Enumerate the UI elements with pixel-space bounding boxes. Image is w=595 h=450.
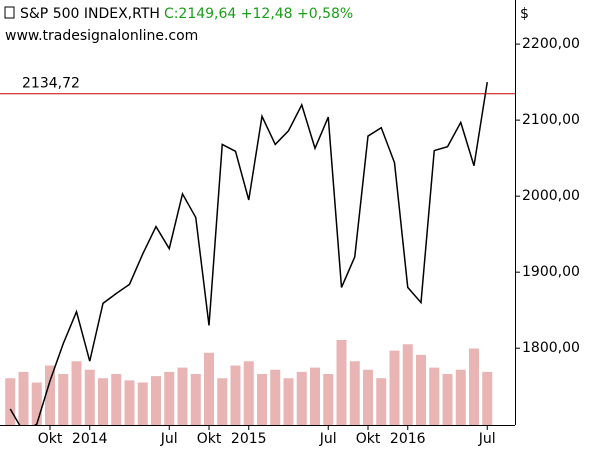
x-tick-label: Okt: [197, 431, 222, 447]
volume-bar: [429, 367, 440, 425]
x-tick-label: 2014: [72, 431, 108, 447]
volume-bar: [416, 354, 426, 425]
x-tick-label: Jul: [319, 431, 337, 447]
volume-bar: [217, 378, 228, 425]
title-text: S&P 500 INDEX,RTH: [20, 6, 160, 22]
volume-bar: [151, 376, 161, 425]
reference-label: 2134,72: [22, 76, 80, 92]
volume-bar: [402, 344, 413, 425]
volume-bar: [442, 374, 453, 425]
y-tick-label: 2000,00: [522, 188, 580, 204]
y-tick-label: 2200,00: [522, 36, 580, 52]
volume-bar: [204, 352, 214, 425]
plot-area: [0, 81, 515, 425]
volume-bar: [124, 380, 135, 425]
volume-bar: [482, 371, 493, 425]
chart-subtitle: www.tradesignalonline.com: [5, 28, 198, 44]
volume-bar: [164, 371, 175, 425]
y-tick-label: 1900,00: [522, 264, 580, 280]
quote: C:2149,64 +12,48 +0,58%: [164, 6, 353, 22]
price-line: [9, 81, 488, 425]
y-tick-label: 2100,00: [522, 112, 580, 128]
chart-title: S&P 500 INDEX,RTH C:2149,64 +12,48 +0,58%: [20, 6, 353, 22]
volume-bar: [137, 382, 148, 425]
volume-bar: [111, 374, 122, 425]
volume-bar: [98, 378, 108, 425]
volume-bar: [469, 348, 479, 425]
volume-bar: [84, 369, 95, 425]
volume-bar: [243, 361, 254, 425]
volume-bar: [323, 374, 334, 425]
volume-bar: [230, 365, 241, 425]
volume-bar: [45, 365, 55, 425]
volume-bar: [310, 367, 320, 425]
chart-icon: [4, 6, 15, 19]
volume-bar: [363, 369, 373, 425]
x-tick-label: 2016: [390, 431, 426, 447]
volume-bar: [31, 382, 42, 425]
volume-bar: [455, 369, 466, 425]
volume-bar: [349, 361, 360, 425]
y-tick-label: 1800,00: [522, 340, 580, 356]
x-tick-label: Okt: [38, 431, 63, 447]
volume-bar: [190, 374, 201, 425]
x-tick-label: Jul: [478, 431, 496, 447]
x-tick-label: Jul: [160, 431, 178, 447]
volume-bar: [71, 361, 82, 425]
x-tick-label: 2015: [231, 431, 267, 447]
volume-bar: [270, 369, 281, 425]
volume-bar: [58, 374, 69, 425]
volume-bar: [336, 340, 347, 425]
volume-bar: [283, 378, 294, 425]
volume-bar: [18, 371, 29, 425]
volume-bar: [257, 374, 267, 425]
volume-bar: [376, 378, 387, 425]
x-tick-label: Okt: [356, 431, 381, 447]
y-unit: $: [520, 6, 529, 22]
volume-bar: [5, 378, 16, 425]
volume-bar: [389, 350, 400, 425]
volume-bar: [177, 367, 188, 425]
volume-bar: [296, 371, 307, 425]
